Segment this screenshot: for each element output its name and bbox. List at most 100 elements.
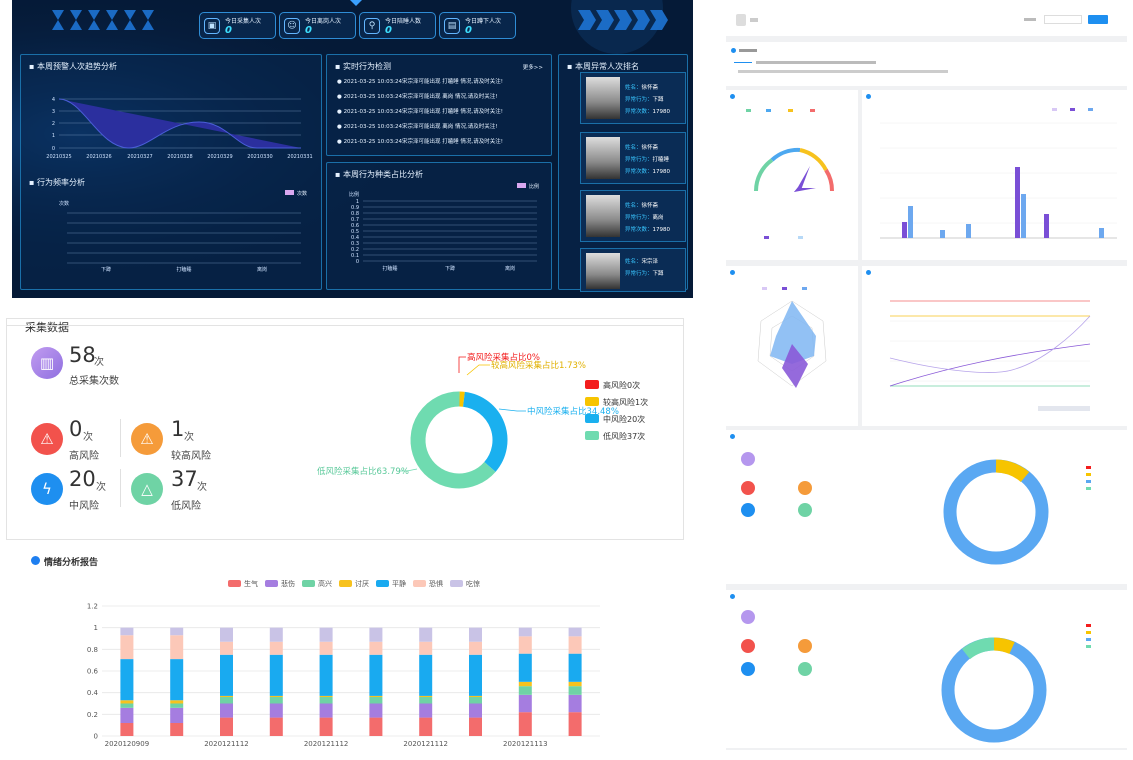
bar-segment — [269, 717, 283, 736]
legend-swatch-low — [585, 431, 599, 440]
legend-low: 低风险37次 — [603, 431, 645, 441]
mid-risk-value: 20 — [69, 467, 96, 491]
ranking-title: ▪ 本周异常人次排名 — [567, 62, 639, 71]
bar-segment — [419, 703, 433, 718]
ratio-legend: 比例 — [529, 183, 539, 190]
monitor-dashboard: ▣ 今日采集人次 0 ☺ 今日离岗人次 0 ⚲ 今日陪睡人数 0 ▤ 今日蹲下人次 0 ▪ 本周… — [12, 0, 693, 298]
report-title: 情绪分析报告 — [44, 558, 99, 568]
bar-segment — [269, 627, 283, 642]
y-tick-label: 0.6 — [87, 668, 99, 676]
realtime-item[interactable]: ● 2021-03-25 10:03:24宋宗泽可能出现 打瞌睡 情况,请及时关… — [337, 139, 503, 145]
y-tick-label: 1 — [94, 624, 98, 632]
report-preview-panel — [726, 6, 1127, 750]
x-tick-label: 2020121113 — [503, 740, 548, 748]
bar-segment — [220, 703, 233, 718]
donut-label-high: 高风险采集占比0% — [467, 352, 540, 363]
preview-header — [726, 6, 1127, 36]
kpi-value: 0 — [305, 25, 312, 36]
y-tick-label: 0.8 — [87, 646, 98, 654]
bar-segment — [469, 703, 482, 718]
realtime-item[interactable]: ● 2021-03-25 10:03:24宋宗泽可能出现 离岗 情况,请及时关注… — [337, 124, 498, 130]
video-icon: ▣ — [204, 18, 220, 34]
bar-segment — [319, 641, 333, 655]
higher-risk-unit: 次 — [184, 432, 194, 443]
realtime-item[interactable]: ● 2021-03-25 10:03:24宋宗泽可能出现 离岗 情况,请及时关注… — [337, 94, 498, 100]
ratio-ytick: 0.7 — [351, 217, 359, 223]
trend-xtick: 20210329 — [207, 154, 232, 160]
legend-label: 吃惊 — [466, 579, 480, 588]
bar-segment — [220, 717, 233, 736]
trend-xtick: 20210326 — [86, 154, 111, 160]
bar-segment — [518, 653, 532, 682]
bar-segment — [568, 712, 582, 736]
search-button[interactable] — [1088, 15, 1108, 24]
ratio-ytick: 0.8 — [351, 211, 359, 217]
date-picker[interactable] — [1044, 15, 1082, 24]
bar-segment — [120, 703, 134, 708]
alarm-icon: ⚠ — [31, 423, 63, 455]
trend-ytick: 3 — [52, 109, 55, 115]
bar-segment — [269, 697, 283, 704]
legend-label: 生气 — [244, 579, 258, 588]
kpi-value: 0 — [385, 25, 392, 36]
realtime-item[interactable]: ● 2021-03-25 10:03:24宋宗泽可能出现 打瞌睡 情况,请及时关… — [337, 79, 503, 85]
bar-segment — [369, 627, 383, 642]
realtime-item[interactable]: ● 2021-03-25 10:03:24宋宗泽可能出现 打瞌睡 情况,请及时关… — [337, 109, 503, 115]
trend-xtick: 20210325 — [46, 154, 71, 160]
freq-ylabel: 次数 — [59, 200, 69, 207]
kpi-label: 今日蹲下人次 — [465, 18, 502, 25]
ranking-card[interactable]: 姓名：徐怀斋 异常行为：离岗 异常次数：17980 — [580, 190, 686, 242]
trend-ytick: 0 — [52, 146, 55, 152]
pie-icon — [31, 556, 40, 565]
bar-segment — [319, 717, 333, 736]
bar-segment — [269, 641, 283, 655]
bar-segment — [518, 627, 532, 637]
person-photo — [586, 195, 620, 237]
bar-segment — [120, 700, 134, 704]
low-risk-unit: 次 — [197, 482, 207, 493]
bar-segment — [170, 707, 184, 723]
realtime-panel: ▪ 实时行为检测 更多>> ● 2021-03-25 10:03:24宋宗泽可能… — [326, 54, 552, 156]
risk-donut-chart: 高风险采集占比0% 较高风险采集占比1.73% 中风险采集占比34.48% 低风… — [317, 352, 648, 489]
legend-swatch — [376, 580, 389, 587]
ratio-chart: 比例 比例 00.10.20.30.40.50.60.70.80.91 打瞌睡 … — [349, 183, 539, 272]
realtime-title: ▪ 实时行为检测 — [335, 62, 391, 71]
ranking-card[interactable]: 姓名：徐怀斋 异常行为：打瞌睡 异常次数：17980 — [580, 132, 686, 184]
quarter-report-card — [726, 590, 1127, 748]
person-icon: ☺ — [284, 18, 300, 34]
high-risk-value: 0 — [69, 417, 83, 441]
y-tick-label: 0 — [94, 733, 98, 741]
ratio-xtick: 打瞌睡 — [382, 265, 397, 272]
gauge-card — [726, 90, 858, 260]
bar-segment — [170, 700, 184, 704]
freq-legend-swatch — [285, 190, 294, 195]
bar-segment — [369, 697, 383, 704]
bar-segment — [518, 636, 532, 654]
realtime-more-link[interactable]: 更多>> — [522, 65, 543, 71]
higher-risk-label: 较高风险 — [171, 451, 211, 462]
person-photo — [586, 77, 620, 119]
bar-segment — [369, 641, 383, 655]
bar-segment — [319, 703, 333, 718]
legend-swatch — [265, 580, 278, 587]
kpi-label: 今日陪睡人数 — [385, 18, 422, 25]
kpi-label: 今日离岗人次 — [305, 18, 342, 25]
bar-segment — [120, 707, 134, 723]
ranking-card[interactable]: 姓名：徐怀斋 异常行为：下蹲 异常次数：17980 — [580, 72, 686, 124]
legend-swatch — [302, 580, 315, 587]
trend-ytick: 2 — [52, 121, 55, 127]
legend-label: 悲伤 — [281, 579, 295, 588]
bar-segment — [469, 717, 482, 736]
bar-segment — [220, 695, 233, 697]
trend-xtick: 20210331 — [287, 154, 312, 160]
bar-segment — [120, 627, 134, 636]
bar-segment — [369, 703, 383, 718]
ratio-ytick: 0 — [356, 259, 359, 265]
freq-legend: 次数 — [297, 190, 307, 197]
ranking-card[interactable]: 姓名：宋宗泽 异常行为：下蹲 — [580, 248, 686, 292]
line-trend-card — [862, 266, 1127, 426]
high-risk-label: 高风险 — [69, 451, 99, 462]
bar-segment — [518, 712, 532, 736]
bar-segment — [220, 654, 233, 696]
bar-segment — [568, 681, 582, 687]
